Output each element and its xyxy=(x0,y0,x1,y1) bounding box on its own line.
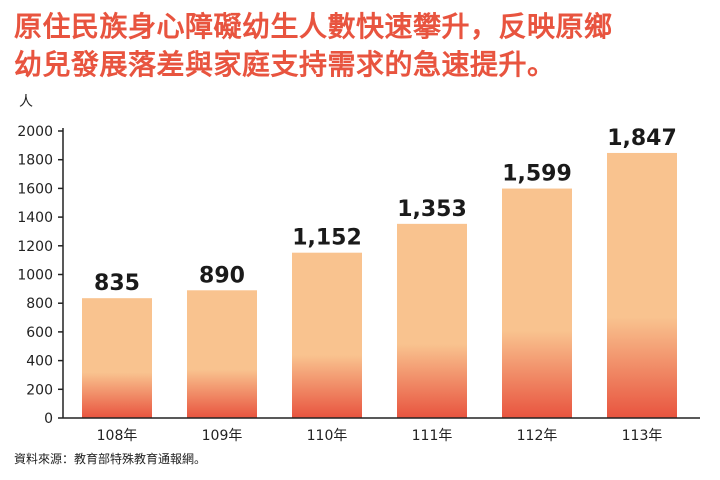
y-tick-label: 200 xyxy=(26,382,53,398)
bar-4 xyxy=(502,188,572,418)
y-tick-label: 1200 xyxy=(17,239,53,255)
x-tick-label: 113年 xyxy=(622,428,663,444)
y-tick-label: 1600 xyxy=(17,181,53,197)
y-tick-label: 800 xyxy=(26,296,53,312)
x-tick-label: 109年 xyxy=(202,428,243,444)
y-tick-label: 1400 xyxy=(17,210,53,226)
x-tick-label: 112年 xyxy=(517,428,558,444)
bar-value-label: 1,152 xyxy=(292,226,362,251)
title-line-1: 原住民族身心障礙幼生人數快速攀升，反映原鄉 xyxy=(14,10,613,43)
bar-value-label: 1,847 xyxy=(607,126,677,151)
bar-value-label: 1,599 xyxy=(502,162,572,187)
bar-value-label: 1,353 xyxy=(397,197,467,222)
y-axis-label: 人 xyxy=(19,94,33,110)
x-tick-label: 110年 xyxy=(307,428,348,444)
y-tick-label: 2000 xyxy=(17,124,53,140)
bar-value-label: 890 xyxy=(199,263,245,288)
chart-title: 原住民族身心障礙幼生人數快速攀升，反映原鄉 幼兒發展落差與家庭支持需求的急速提升… xyxy=(14,8,714,84)
y-tick-label: 400 xyxy=(26,354,53,370)
y-tick-label: 1000 xyxy=(17,268,53,284)
bar-3 xyxy=(397,223,467,418)
y-tick-label: 0 xyxy=(44,411,53,427)
bar-5 xyxy=(607,152,677,418)
bar-2 xyxy=(292,252,362,418)
y-tick-label: 600 xyxy=(26,325,53,341)
bar-value-label: 835 xyxy=(94,271,140,296)
bar-1 xyxy=(187,290,257,418)
y-tick-label: 1800 xyxy=(17,153,53,169)
source-note: 資料來源：教育部特殊教育通報網。 xyxy=(14,452,207,466)
title-line-2: 幼兒發展落差與家庭支持需求的急速提升。 xyxy=(14,48,556,81)
x-tick-label: 111年 xyxy=(412,428,453,444)
bar-0 xyxy=(82,298,152,418)
x-tick-label: 108年 xyxy=(97,428,138,444)
